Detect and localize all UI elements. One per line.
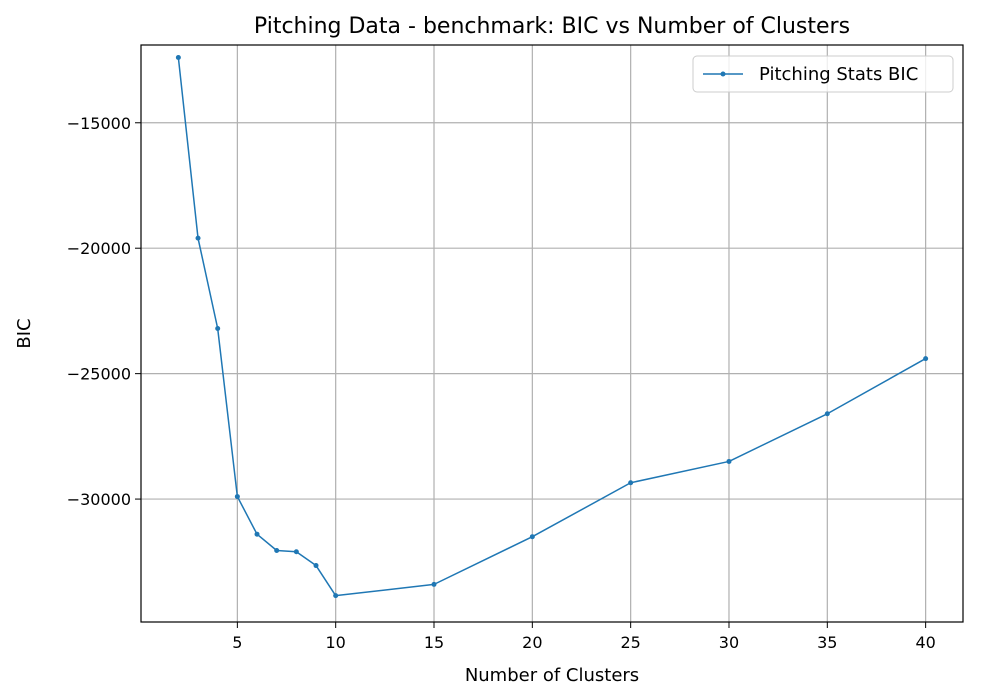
y-axis-label: BIC	[14, 318, 35, 348]
x-tick-label: 10	[326, 633, 346, 652]
data-point	[175, 55, 181, 61]
data-point	[195, 235, 201, 241]
data-point	[234, 494, 240, 500]
data-point	[431, 581, 437, 587]
y-tick-label: −15000	[67, 114, 131, 133]
legend-label-pitching-stats-bic: Pitching Stats BIC	[759, 64, 918, 85]
data-point	[313, 563, 319, 569]
y-tick-label: −25000	[67, 365, 131, 384]
legend-box	[692, 55, 954, 93]
data-point	[726, 458, 732, 464]
data-point	[215, 325, 221, 331]
x-tick-label: 20	[522, 633, 542, 652]
grid-lines	[141, 45, 963, 622]
data-point	[254, 531, 260, 537]
data-point	[274, 548, 280, 554]
x-axis-label: Number of Clusters	[465, 665, 639, 686]
x-tick-label: 40	[915, 633, 935, 652]
legend: Pitching Stats BIC	[692, 55, 954, 93]
data-point	[529, 534, 535, 540]
data-point	[824, 411, 830, 417]
data-point	[923, 356, 929, 362]
data-point	[628, 480, 634, 486]
axis-ticks: 5 10 15 20 25 30 35 40 −30000 −25000 −20000 −15000	[67, 114, 936, 652]
y-tick-label: −20000	[67, 239, 131, 258]
x-tick-label: 30	[719, 633, 739, 652]
y-tick-label: −30000	[67, 490, 131, 509]
legend-swatch-marker	[720, 71, 726, 77]
series-layer	[175, 55, 929, 599]
x-tick-label: 25	[620, 633, 640, 652]
chart-title: Pitching Data - benchmark: BIC vs Number…	[254, 14, 850, 39]
x-tick-label: 15	[424, 633, 444, 652]
plot-area-frame	[140, 44, 964, 623]
data-point	[333, 593, 339, 599]
data-point	[293, 549, 299, 555]
x-tick-label: 5	[232, 633, 242, 652]
x-tick-label: 35	[817, 633, 837, 652]
